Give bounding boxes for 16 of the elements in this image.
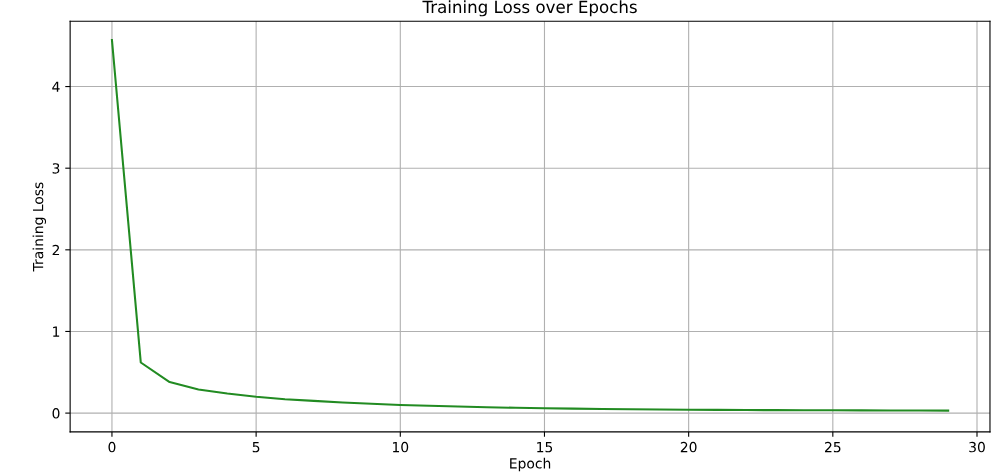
x-tick-label: 30 bbox=[969, 441, 985, 453]
y-axis-title: Training Loss bbox=[32, 182, 47, 272]
line-series bbox=[110, 38, 950, 412]
y-tick-label: 4 bbox=[52, 81, 60, 92]
x-tick-label: 15 bbox=[537, 442, 553, 453]
y-tick-label: 2 bbox=[52, 244, 60, 256]
y-tick-label: 1 bbox=[53, 326, 60, 337]
x-tick-label: 0 bbox=[108, 441, 116, 453]
y-tick-label: 3 bbox=[52, 163, 60, 174]
x-tick-label: 5 bbox=[252, 442, 260, 453]
chart-title: Training Loss over Epochs bbox=[422, 0, 637, 17]
x-axis-title: Epoch bbox=[510, 457, 551, 472]
x-tick-label: 20 bbox=[680, 441, 697, 453]
x-tick-label: 10 bbox=[392, 441, 409, 453]
x-tick-label: 25 bbox=[825, 441, 841, 453]
y-tick-label: 0 bbox=[52, 408, 60, 419]
